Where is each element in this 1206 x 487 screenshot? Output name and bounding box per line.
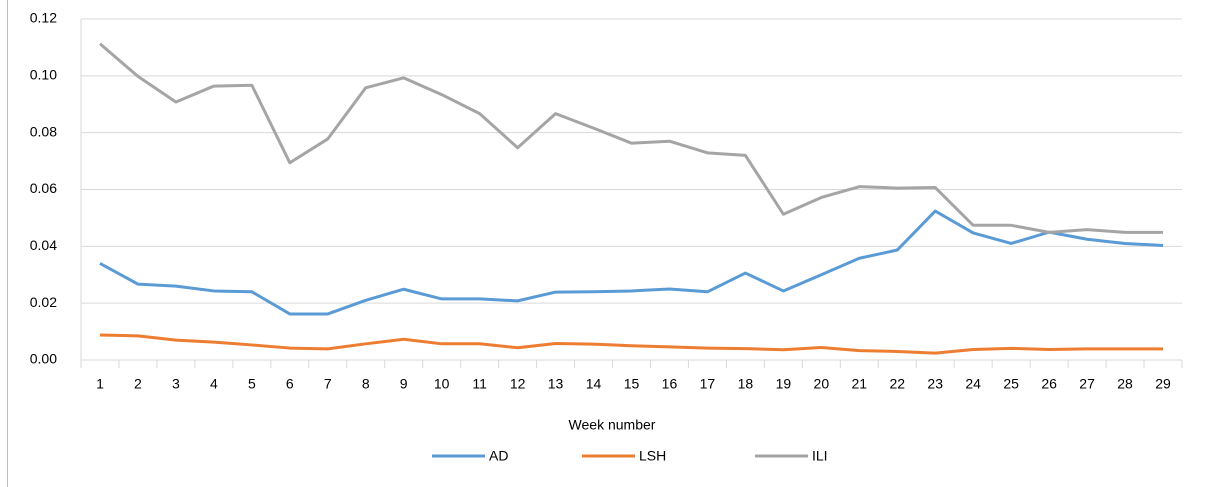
x-tick-label: 20 <box>814 376 830 392</box>
x-tick-label: 8 <box>362 376 370 392</box>
legend-label: LSH <box>639 448 666 464</box>
legend-label: AD <box>489 448 508 464</box>
x-tick-label: 3 <box>172 376 180 392</box>
y-tick-label: 0.04 <box>30 237 57 253</box>
line-series <box>99 209 1164 316</box>
x-tick-label: 27 <box>1079 376 1095 392</box>
x-tick-label: 18 <box>738 376 754 392</box>
x-tick-label: 26 <box>1041 376 1057 392</box>
x-tick-label: 17 <box>700 376 716 392</box>
x-tick-label: 12 <box>510 376 526 392</box>
x-tick-label: 6 <box>286 376 294 392</box>
x-tick-label: 13 <box>548 376 564 392</box>
x-tick-label: 28 <box>1117 376 1133 392</box>
x-tick-label: 11 <box>472 376 487 392</box>
y-tick-label: 0.08 <box>30 123 57 139</box>
y-tick-label: 0.06 <box>30 180 57 196</box>
x-tick-label: 7 <box>324 376 332 392</box>
x-tick-label: 29 <box>1155 376 1171 392</box>
x-tick-label: 9 <box>400 376 408 392</box>
legend-label: ILI <box>812 448 828 464</box>
x-tick-label: 2 <box>134 376 142 392</box>
x-tick-label: 16 <box>662 376 678 392</box>
y-tick-label: 0.02 <box>30 294 57 310</box>
x-axis-title: Week number <box>569 417 656 433</box>
x-tick-label: 5 <box>248 376 256 392</box>
x-tick-label: 24 <box>965 376 981 392</box>
x-tick-label: 21 <box>852 376 868 392</box>
x-tick-label: 1 <box>96 376 104 392</box>
x-tick-label: 4 <box>210 376 218 392</box>
x-tick-label: 14 <box>586 376 602 392</box>
x-tick-label: 19 <box>776 376 792 392</box>
y-tick-label: 0.12 <box>30 10 57 26</box>
line-series <box>99 333 1164 355</box>
y-tick-label: 0.10 <box>30 67 57 83</box>
x-tick-label: 10 <box>434 376 450 392</box>
x-tick-label: 23 <box>927 376 943 392</box>
y-tick-label: 0.00 <box>30 351 57 367</box>
x-tick-label: 15 <box>624 376 640 392</box>
x-tick-label: 22 <box>889 376 905 392</box>
line-series <box>99 42 1164 234</box>
x-tick-label: 25 <box>1003 376 1019 392</box>
